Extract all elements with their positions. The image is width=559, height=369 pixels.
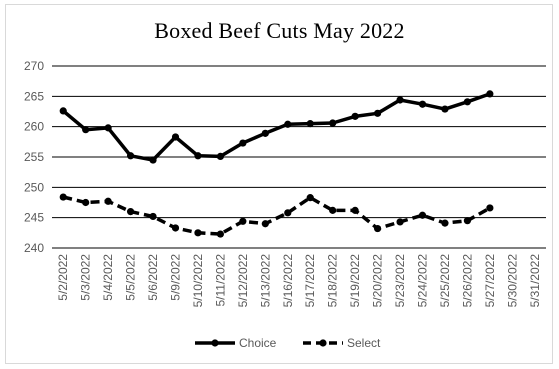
data-point-select [329, 206, 337, 214]
data-point-select [418, 211, 427, 219]
data-point-choice [126, 152, 135, 160]
data-point-select [149, 212, 157, 221]
data-point-choice [59, 107, 67, 115]
data-point-choice [284, 120, 292, 128]
data-point-select [82, 198, 90, 207]
x-tick-label: 5/24/2022 [416, 254, 430, 308]
x-tick-label: 5/12/2022 [236, 254, 250, 308]
data-point-select [261, 220, 269, 228]
y-tick-label: 250 [24, 180, 44, 194]
data-point-choice [194, 152, 202, 160]
x-tick-label: 5/20/2022 [371, 254, 385, 308]
x-tick-label: 5/9/2022 [169, 254, 183, 301]
data-point-select [306, 194, 314, 202]
data-point-choice [351, 112, 359, 120]
data-point-choice [329, 119, 337, 127]
data-point-select [486, 204, 494, 212]
x-tick-label: 5/10/2022 [191, 254, 205, 308]
data-point-select [104, 197, 112, 205]
y-tick-label: 240 [24, 241, 44, 255]
data-point-choice [239, 139, 247, 147]
x-tick-label: 5/30/2022 [505, 254, 519, 308]
data-point-select [216, 230, 225, 238]
x-tick-label: 5/6/2022 [146, 254, 160, 301]
x-tick-label: 5/5/2022 [124, 254, 138, 301]
legend-marker-choice [211, 339, 219, 347]
y-tick-label: 245 [24, 211, 44, 225]
data-point-select [373, 224, 382, 233]
data-point-choice [418, 100, 427, 108]
y-tick-label: 260 [24, 120, 44, 134]
data-point-select [351, 206, 359, 214]
x-tick-label: 5/2/2022 [56, 254, 70, 301]
data-point-choice [441, 105, 449, 113]
data-point-choice [171, 133, 180, 141]
x-tick-label: 5/11/2022 [213, 254, 227, 307]
y-tick-label: 265 [24, 89, 44, 103]
x-tick-label: 5/17/2022 [303, 254, 317, 308]
x-tick-label: 5/18/2022 [326, 254, 340, 308]
x-tick-label: 5/26/2022 [460, 254, 474, 308]
data-point-select [194, 229, 202, 237]
legend-marker-select [319, 339, 327, 347]
data-point-select [441, 219, 449, 227]
x-tick-label: 5/23/2022 [393, 254, 407, 308]
x-tick-label: 5/27/2022 [483, 254, 497, 308]
data-point-select [463, 217, 472, 225]
data-point-select [171, 224, 180, 232]
data-point-select [396, 218, 404, 226]
data-point-choice [396, 96, 404, 104]
data-point-choice [216, 152, 225, 160]
data-point-select [59, 193, 67, 201]
data-point-choice [463, 98, 472, 106]
data-point-select [284, 209, 292, 217]
data-point-select [126, 208, 135, 216]
legend-label-select: Select [347, 336, 381, 350]
data-point-choice [149, 156, 157, 164]
data-point-choice [82, 126, 90, 134]
legend-label-choice: Choice [239, 336, 277, 350]
data-point-choice [373, 109, 382, 117]
data-point-choice [261, 129, 269, 137]
y-tick-label: 255 [24, 150, 44, 164]
y-tick-label: 270 [24, 59, 44, 73]
data-point-select [239, 217, 247, 225]
data-point-choice [306, 120, 314, 128]
x-tick-label: 5/25/2022 [438, 254, 452, 308]
x-tick-label: 5/4/2022 [101, 254, 115, 301]
x-tick-label: 5/3/2022 [79, 254, 93, 301]
x-tick-label: 5/16/2022 [281, 254, 295, 308]
x-tick-label: 5/31/2022 [528, 254, 542, 308]
chart-area [5, 4, 553, 364]
x-tick-label: 5/13/2022 [258, 254, 272, 308]
chart-title: Boxed Beef Cuts May 2022 [154, 18, 405, 43]
series-line-select [62, 195, 491, 236]
x-tick-label: 5/19/2022 [348, 254, 362, 308]
series-line-choice [62, 92, 491, 162]
data-point-choice [104, 124, 112, 132]
data-point-choice [486, 90, 494, 98]
